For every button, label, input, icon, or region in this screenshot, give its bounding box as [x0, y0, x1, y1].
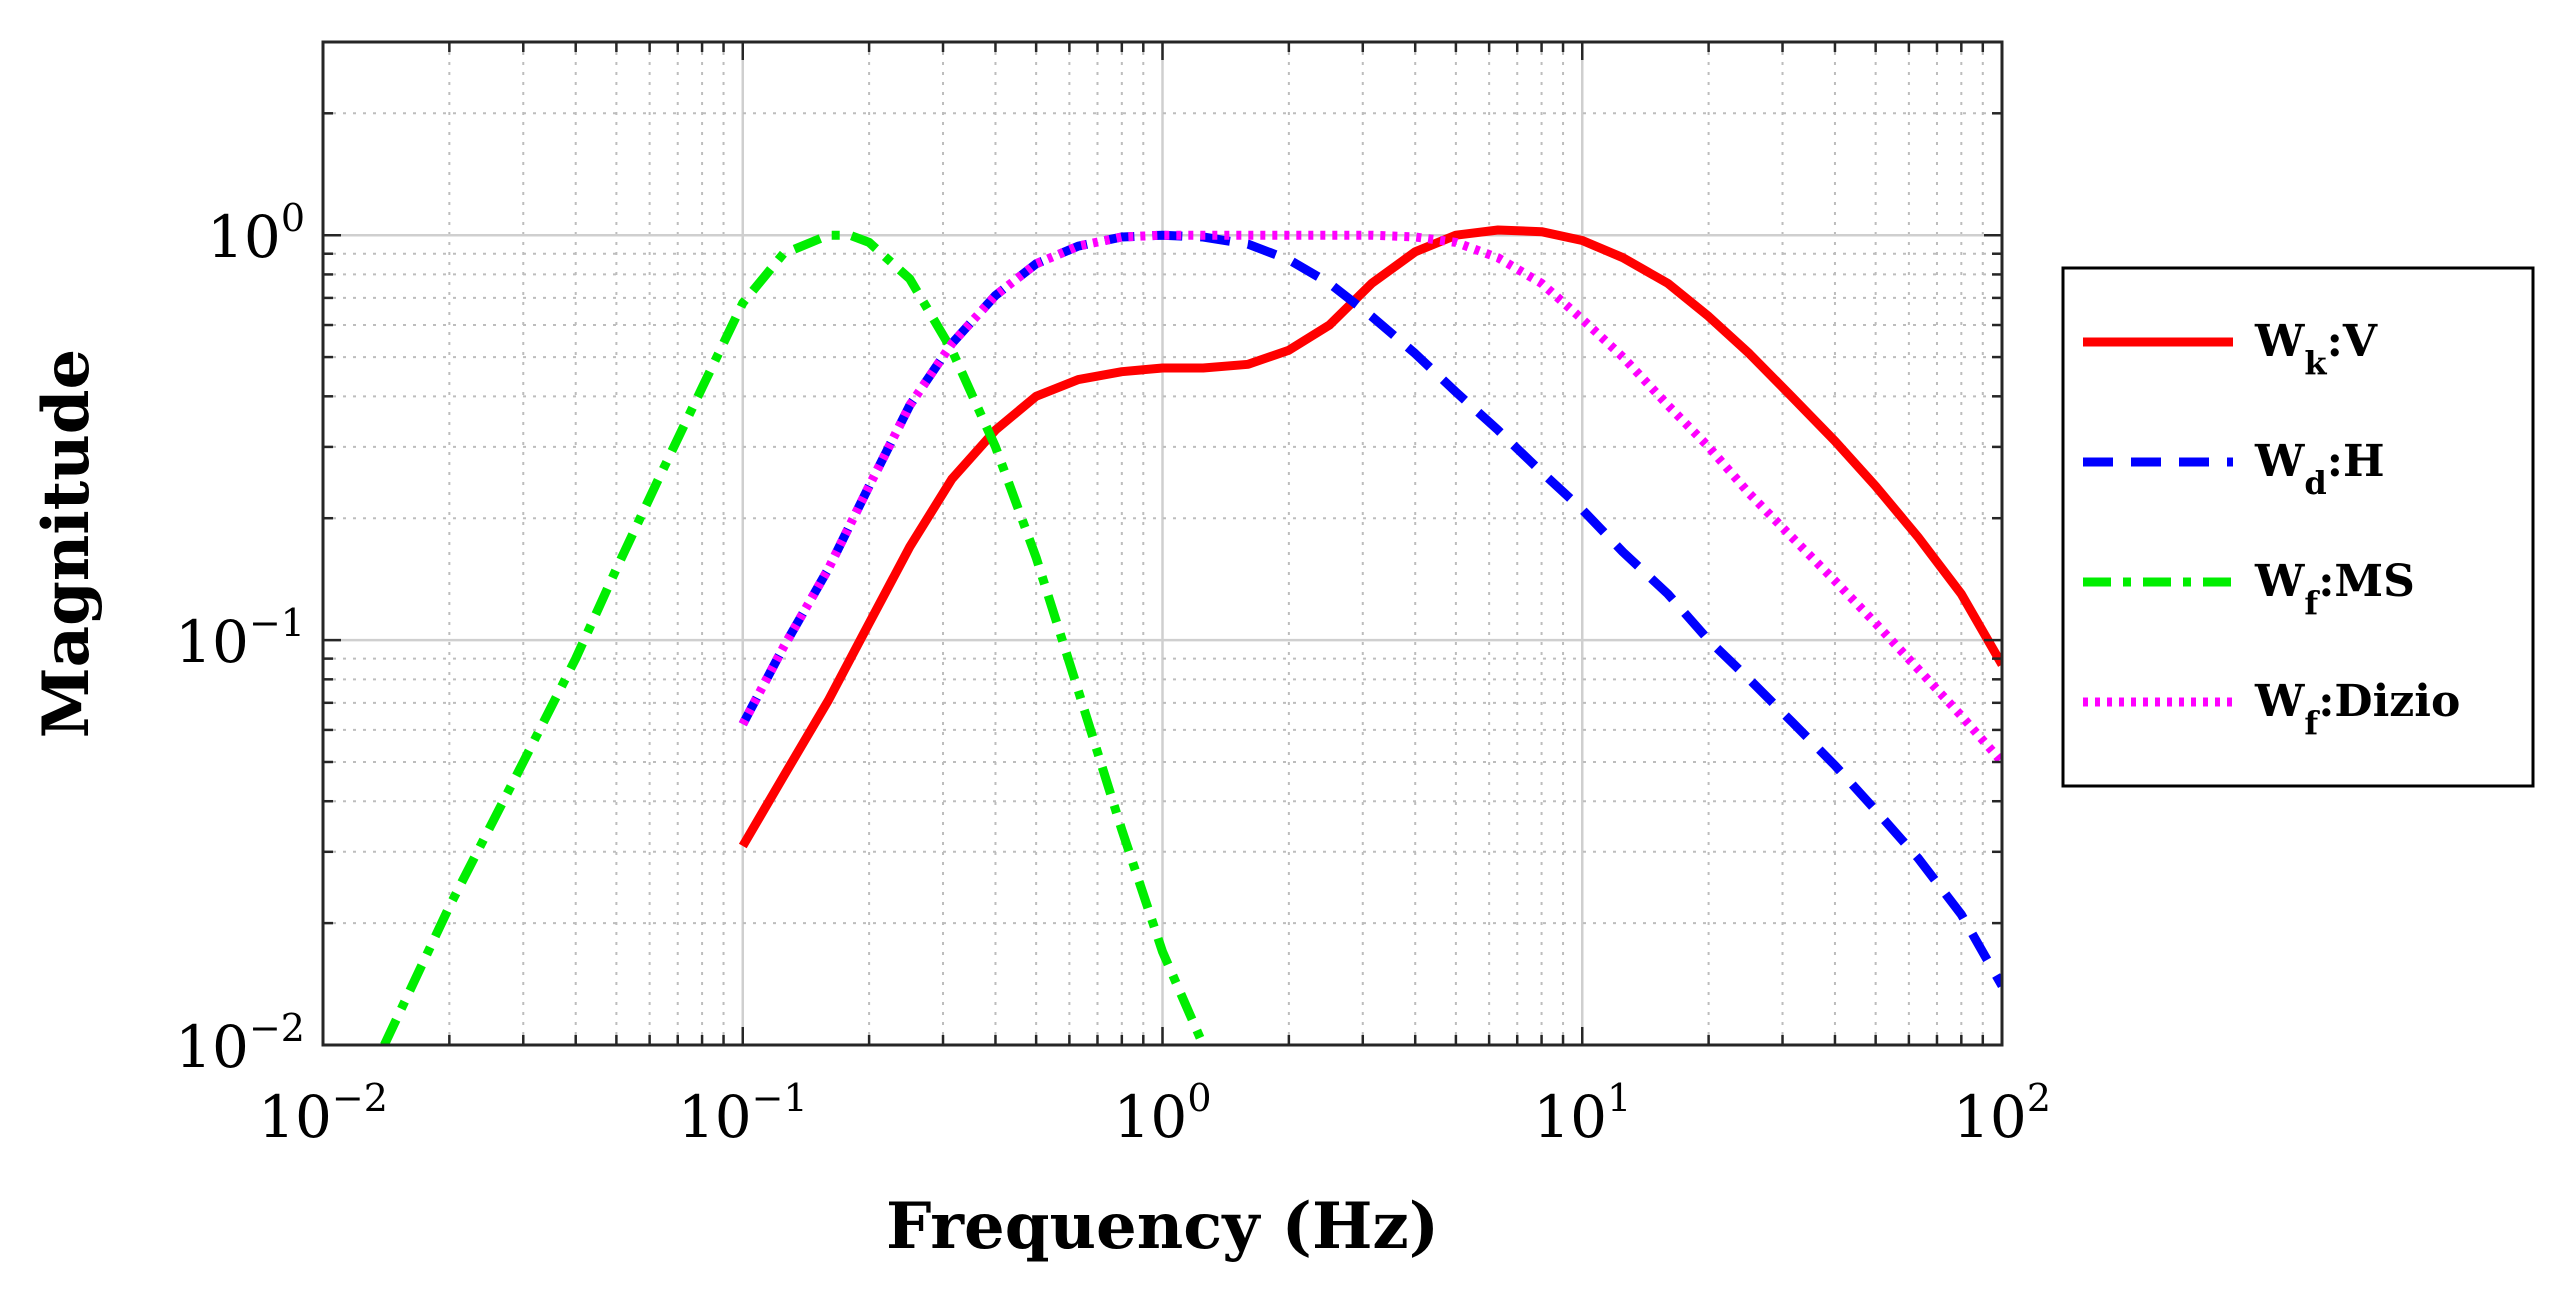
x-tick-label: 102	[1953, 1076, 2051, 1151]
legend-entry-label: Wf:Dizio	[2254, 676, 2460, 742]
legend-label-subscript: f	[2304, 704, 2320, 742]
y-tick-label-base: 10	[207, 203, 281, 271]
legend-entry-label: Wd:H	[2254, 436, 2385, 502]
legend-label-main: W	[2254, 676, 2305, 727]
legend-label-subscript: f	[2304, 584, 2320, 622]
y-tick-label: 10−1	[175, 601, 305, 676]
legend-entry-label: Wf:MS	[2254, 556, 2415, 622]
series-line-f-dizio	[738, 230, 2002, 765]
plot-area	[380, 225, 2002, 1045]
series-line-f-ms	[380, 230, 1208, 1045]
y-tick-label-base: 10	[175, 1013, 249, 1081]
grid	[321, 41, 2002, 1047]
x-axis-label: Frequency (Hz)	[886, 1189, 1439, 1264]
legend-label-subscript: d	[2304, 464, 2326, 502]
legend-label-main: W	[2254, 436, 2305, 487]
x-tick-label: 101	[1533, 1076, 1631, 1151]
x-tick-label-exponent: −1	[752, 1076, 808, 1120]
x-tick-label-base: 10	[1533, 1083, 1607, 1151]
y-tick-label-exponent: −1	[249, 601, 305, 645]
y-tick-label-exponent: 0	[281, 196, 305, 240]
y-tick-label-exponent: −2	[249, 1006, 305, 1050]
x-tick-label-exponent: 2	[2027, 1076, 2051, 1120]
y-tick-label: 10−2	[175, 1006, 305, 1081]
legend-entry-label: Wk:V	[2254, 316, 2378, 382]
legend-label-rest: :MS	[2318, 556, 2415, 607]
y-tick-label: 100	[207, 196, 305, 271]
x-tick-label: 10−2	[258, 1076, 388, 1151]
series-line-k-v	[738, 225, 2002, 849]
x-tick-label-exponent: −2	[332, 1076, 388, 1120]
y-axis-label: Magnitude	[29, 349, 104, 738]
x-tick-label-exponent: 0	[1187, 1076, 1211, 1120]
legend-label-rest: :H	[2327, 436, 2385, 487]
legend-label-subscript: k	[2304, 344, 2327, 382]
legend-label-main: W	[2254, 316, 2305, 367]
legend-box	[2061, 266, 2535, 788]
tick-marks	[321, 40, 2004, 1047]
x-tick-label: 10−1	[678, 1076, 808, 1151]
legend-label-rest: :V	[2327, 316, 2378, 367]
x-tick-label-exponent: 1	[1607, 1076, 1631, 1120]
legend-label-main: W	[2254, 556, 2305, 607]
legend-label-rest: :Dizio	[2318, 676, 2460, 727]
x-tick-label-base: 10	[1114, 1083, 1188, 1151]
series-line-d-h	[738, 230, 2002, 989]
x-tick-label-base: 10	[678, 1083, 752, 1151]
y-tick-label-base: 10	[175, 608, 249, 676]
x-tick-label: 100	[1114, 1076, 1212, 1151]
x-tick-labels: 10−2 10−1 100 101 102	[258, 1076, 2051, 1151]
x-tick-label-base: 10	[258, 1083, 332, 1151]
x-tick-label-base: 10	[1953, 1083, 2027, 1151]
